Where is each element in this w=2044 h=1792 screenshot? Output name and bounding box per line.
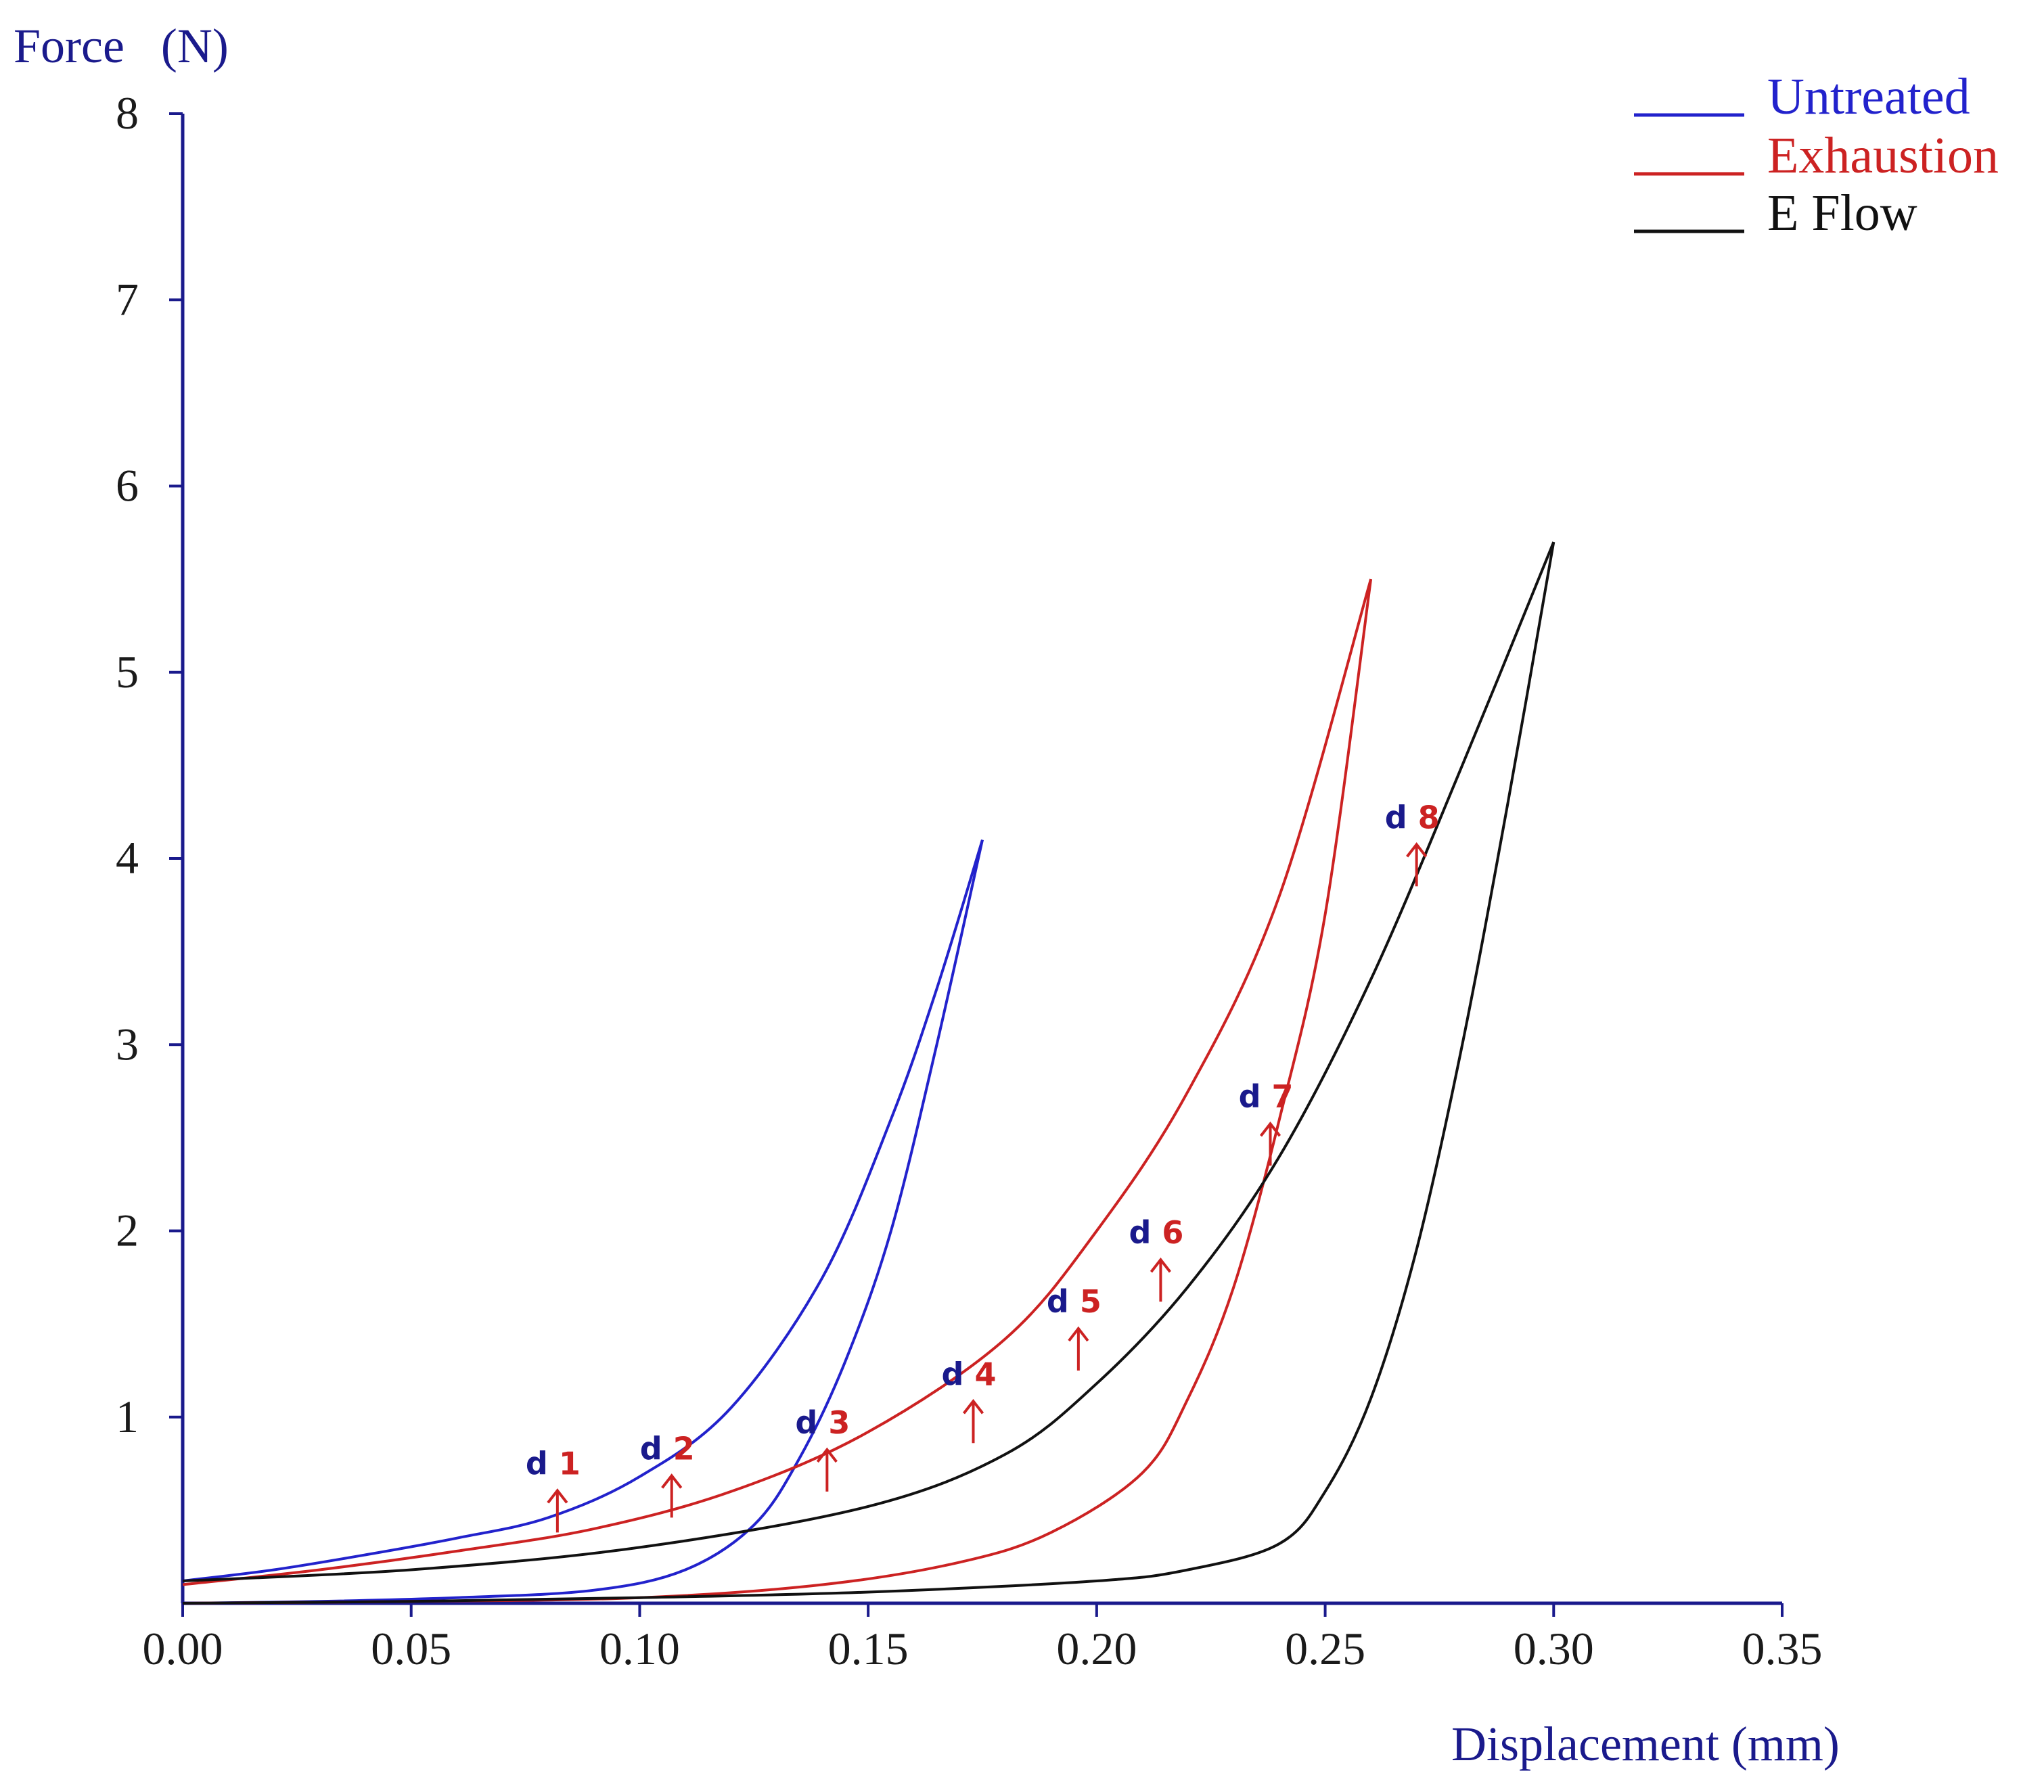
annotation-prefix: d (526, 1445, 548, 1481)
annotation-number: 5 (1080, 1283, 1102, 1320)
arrow-up-icon (816, 1447, 838, 1463)
series-e-flow-unloading-line (182, 541, 1555, 1605)
legend-label: Exhaustion (1767, 127, 1999, 184)
annotation-number: 4 (974, 1356, 996, 1392)
y-tick-label: 7 (116, 273, 139, 325)
annotation-prefix: d (640, 1430, 662, 1467)
y-tick-label: 5 (116, 646, 139, 697)
x-tick-label: 0.25 (1285, 1623, 1365, 1674)
x-tick-label: 0.15 (828, 1623, 909, 1674)
y-tick-label: 1 (116, 1391, 139, 1442)
annotation-number: 8 (1418, 799, 1440, 835)
legend-item-untreated: Untreated (1634, 68, 1970, 125)
annotation-prefix: d (795, 1404, 817, 1441)
series-e-flow-loading-line (182, 541, 1555, 1582)
arrow-up-icon (1150, 1257, 1171, 1273)
x-tick-label: 0.30 (1514, 1623, 1594, 1674)
legend-label: Untreated (1767, 68, 1970, 125)
x-tick-label: 0.20 (1056, 1623, 1137, 1674)
y-tick-label: 2 (116, 1205, 139, 1256)
annotation-number: 3 (828, 1404, 850, 1441)
annotation-prefix: d (1047, 1283, 1069, 1320)
annotation-prefix: d (1239, 1078, 1261, 1115)
annotation-prefix: d (1129, 1214, 1151, 1251)
series-untreated-loading-line (182, 839, 984, 1582)
y-axis-label: Force (N) (14, 19, 229, 73)
x-tick-label: 0.00 (143, 1623, 223, 1674)
legend-label: E Flow (1767, 185, 1917, 242)
y-tick-label: 3 (116, 1018, 139, 1070)
annotation-prefix: d (942, 1356, 964, 1392)
legend-item-exhaustion: Exhaustion (1634, 127, 1999, 184)
annotation-layer: d 1 d 2d 3d 4d 5d 6d 7d 8 (526, 799, 1440, 1533)
arrow-up-icon (1406, 842, 1428, 858)
x-tick-label: 0.35 (1742, 1623, 1823, 1674)
series-exhaustion-unloading-line (182, 578, 1373, 1605)
arrow-up-icon (1259, 1121, 1281, 1137)
x-tick-label: 0.05 (371, 1623, 451, 1674)
legend-item-e-flow: E Flow (1634, 185, 1917, 242)
y-tick-label: 6 (116, 460, 139, 511)
annotation-number: 6 (1162, 1214, 1183, 1251)
series-layer (182, 541, 1555, 1605)
series-exhaustion-loading-line (182, 578, 1373, 1586)
arrow-up-icon (962, 1399, 984, 1415)
axes: 0.00 0.05 0.10 0.15 0.20 0.25 0.30 0.35 1 2 3 4 5 6 7 8 (116, 87, 1823, 1674)
arrow-up-icon (547, 1488, 568, 1504)
y-tick-label: 8 (116, 87, 139, 139)
arrow-up-icon (661, 1473, 683, 1489)
series-untreated-unloading-line (182, 840, 984, 1605)
arrow-up-icon (1068, 1326, 1089, 1342)
x-axis-label: Displacement (mm) (1451, 1717, 1840, 1771)
annotation-number: 1 (559, 1445, 581, 1481)
y-tick-label: 4 (116, 832, 139, 883)
x-tick-label: 0.10 (599, 1623, 680, 1674)
annotation-number: 7 (1272, 1078, 1294, 1115)
annotation-number: 2 (673, 1430, 695, 1467)
annotation-prefix: d (1385, 799, 1407, 835)
